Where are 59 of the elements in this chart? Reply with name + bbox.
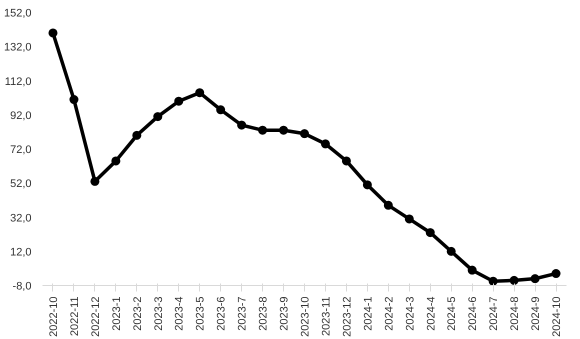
x-tick-label: 2023-5 (194, 296, 207, 331)
x-tick-label: 2024-1 (362, 296, 374, 331)
x-tick-label: 2024-9 (530, 296, 542, 331)
x-tick-label: 2023-8 (258, 296, 270, 331)
x-tick-label: 2023-11 (320, 296, 332, 336)
y-tick-label: 112,0 (4, 76, 32, 88)
y-tick-label: 12,0 (10, 246, 32, 258)
x-tick-label: 2022-10 (48, 296, 60, 337)
x-tick-label: 2023-1 (110, 296, 123, 331)
point (404, 214, 414, 224)
x-tick-label: 2024-10 (551, 296, 564, 337)
x-tick-label: 2022-11 (68, 296, 81, 336)
x-tick-label: 2023-3 (152, 296, 165, 331)
x-tick-label: 2024-4 (425, 296, 438, 331)
point (342, 156, 351, 166)
y-tick-label: -8,0 (12, 280, 32, 292)
x-tick-label: 2024-7 (488, 296, 500, 331)
y-tick-label: 72,0 (10, 144, 32, 156)
point (320, 139, 330, 148)
point (90, 176, 100, 186)
point (153, 112, 162, 122)
x-tick-label: 2023-7 (236, 296, 249, 331)
point (510, 276, 519, 285)
point (174, 96, 184, 106)
x-tick-label: 2022-12 (90, 296, 102, 337)
x-tick-label: 2024-6 (467, 296, 480, 331)
point (300, 129, 309, 138)
x-tick-label: 2024-2 (383, 296, 396, 331)
point (426, 228, 435, 238)
x-tick-label: 2024-8 (509, 296, 522, 331)
point (552, 269, 561, 278)
x-tick-label: 2023-2 (132, 296, 144, 331)
point (279, 126, 288, 135)
point (216, 105, 226, 114)
y-tick-label: 32,0 (10, 212, 32, 224)
point (384, 200, 393, 210)
x-tick-label: 2023-4 (174, 296, 186, 331)
x-tick-label: 2024-5 (446, 296, 458, 331)
point (195, 88, 204, 98)
x-tick-label: 2024-3 (404, 296, 416, 331)
y-tick-label: 92,0 (10, 110, 32, 122)
y-tick-label: 132,0 (4, 42, 32, 54)
point (488, 276, 498, 286)
point (111, 156, 120, 166)
y-tick-label: 52,0 (10, 178, 32, 190)
point (468, 266, 477, 275)
x-tick-label: 2023-6 (216, 296, 228, 331)
point (446, 246, 456, 256)
y-tick-label: 152,0 (4, 8, 32, 20)
x-tick-label: 2023-9 (278, 296, 291, 331)
point (530, 274, 540, 284)
point (69, 95, 78, 104)
x-tick-label: 2023-12 (341, 296, 354, 337)
x-tick-label: 2023-10 (300, 296, 312, 337)
point (48, 28, 58, 38)
point (258, 126, 268, 135)
point (132, 130, 142, 140)
point (362, 180, 372, 190)
point (237, 120, 246, 130)
